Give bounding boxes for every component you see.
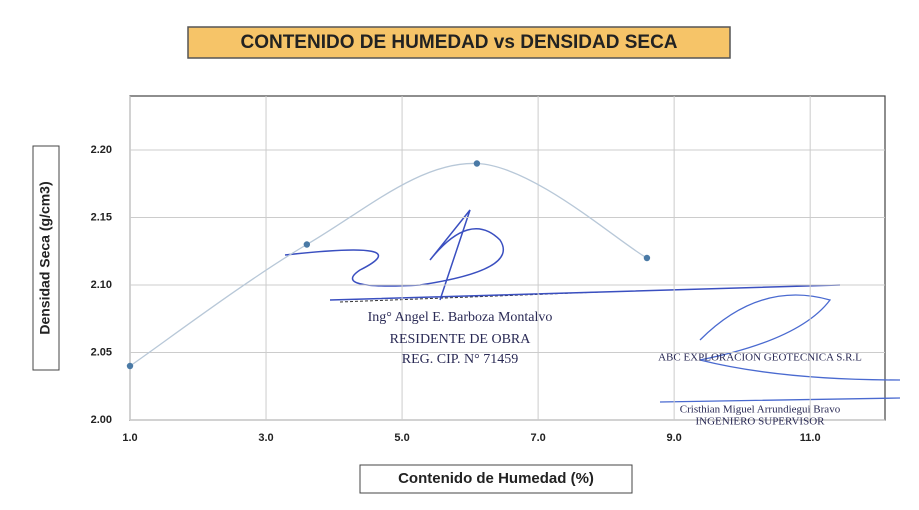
x-tick-label: 11.0	[800, 432, 821, 444]
chart-title: CONTENIDO DE HUMEDAD vs DENSIDAD SECA	[240, 32, 677, 53]
data-point	[643, 254, 651, 262]
x-tick-label: 5.0	[394, 432, 409, 444]
x-tick-label: 9.0	[666, 432, 681, 444]
annotation: INGENIERO SUPERVISOR	[696, 416, 826, 428]
title-box	[187, 26, 731, 59]
y-label-box	[32, 145, 60, 371]
x-tick-label: 7.0	[530, 432, 545, 444]
annotation: Ing° Angel E. Barboza Montalvo	[368, 310, 553, 325]
plot-area	[129, 95, 886, 421]
signature	[284, 209, 841, 301]
y-tick-label: 2.20	[91, 144, 112, 156]
annotation: Cristhian Miguel Arrundiegui Bravo	[680, 404, 841, 416]
y-tick-label: 2.15	[91, 211, 112, 223]
data-point	[126, 362, 134, 370]
data-point	[473, 160, 481, 167]
y-tick-label: 2.05	[91, 346, 112, 358]
data-point	[303, 241, 311, 248]
x-tick-label: 3.0	[258, 432, 273, 444]
x-axis-label: Contenido de Humedad (%)	[398, 470, 594, 487]
x-tick-label: 1.0	[122, 432, 137, 444]
x-label-box	[359, 464, 633, 494]
y-axis-label: Densidad Seca (g/cm3)	[37, 181, 53, 334]
y-tick-label: 2.10	[91, 279, 112, 291]
annotation: RESIDENTE DE OBRA	[390, 332, 532, 347]
annotation: ABC EXPLORACION GEOTECNICA S.R.L	[658, 352, 862, 364]
signature	[659, 294, 901, 403]
y-tick-label: 2.00	[91, 414, 112, 426]
trend-curve	[129, 162, 648, 367]
annotation: REG. CIP. N° 71459	[402, 352, 518, 367]
